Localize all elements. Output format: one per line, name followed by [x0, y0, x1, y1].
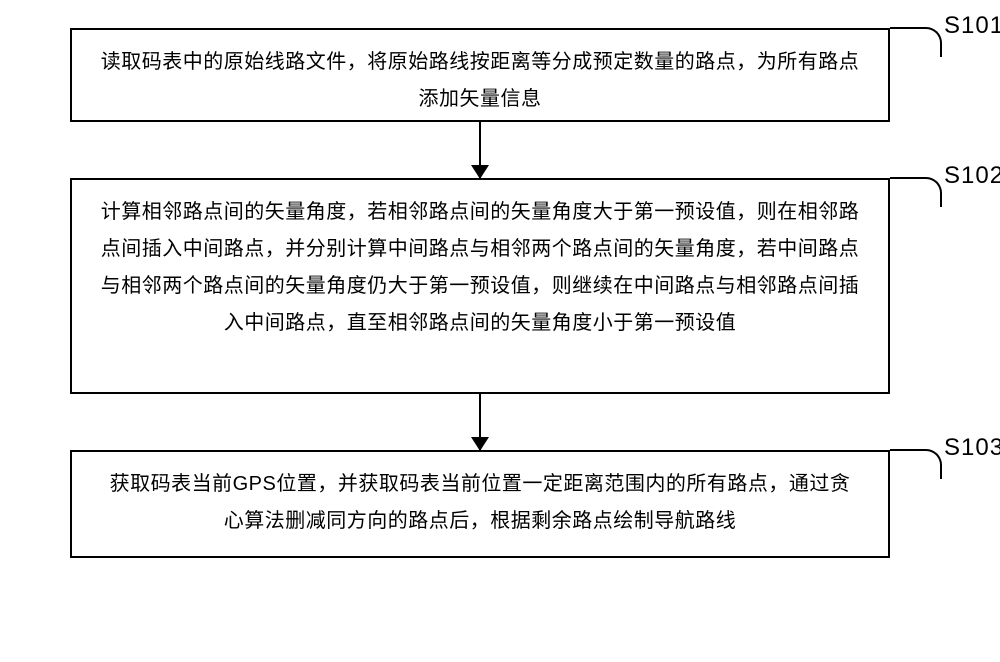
step-text-1: 读取码表中的原始线路文件，将原始路线按距离等分成预定数量的路点，为所有路点添加矢… — [100, 44, 860, 118]
flowchart-container: 读取码表中的原始线路文件，将原始路线按距离等分成预定数量的路点，为所有路点添加矢… — [70, 28, 890, 558]
step-connector-2 — [890, 177, 942, 207]
arrow-1 — [70, 122, 890, 178]
step-box-3: 获取码表当前GPS位置，并获取码表当前位置一定距离范围内的所有路点，通过贪心算法… — [70, 450, 890, 558]
step-text-3: 获取码表当前GPS位置，并获取码表当前位置一定距离范围内的所有路点，通过贪心算法… — [100, 466, 860, 540]
step-text-2: 计算相邻路点间的矢量角度，若相邻路点间的矢量角度大于第一预设值，则在相邻路点间插… — [100, 194, 860, 342]
arrow-2 — [70, 394, 890, 450]
step-box-2: 计算相邻路点间的矢量角度，若相邻路点间的矢量角度大于第一预设值，则在相邻路点间插… — [70, 178, 890, 394]
step-label-3: S103 — [944, 434, 1000, 462]
step-label-1: S101 — [944, 12, 1000, 40]
step-label-2: S102 — [944, 162, 1000, 190]
step-box-1: 读取码表中的原始线路文件，将原始路线按距离等分成预定数量的路点，为所有路点添加矢… — [70, 28, 890, 122]
step-connector-1 — [890, 27, 942, 57]
step-connector-3 — [890, 449, 942, 479]
